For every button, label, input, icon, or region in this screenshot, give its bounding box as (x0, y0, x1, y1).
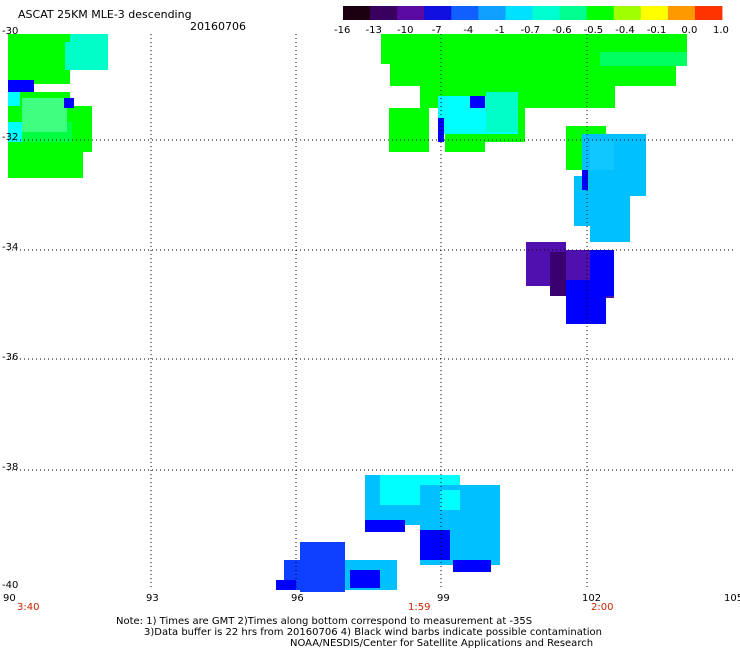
lat-label-32: -32 (2, 132, 19, 143)
wind-cell (445, 142, 485, 152)
colorbar-label: 1.0 (713, 25, 729, 36)
wind-cell (276, 580, 296, 590)
wind-cell (365, 520, 405, 532)
lat-label-34: -34 (2, 242, 19, 253)
wind-cell (486, 92, 518, 132)
lat-label-40: -40 (2, 580, 19, 591)
colorbar-label: 0.0 (681, 25, 698, 36)
colorbar-swatch (667, 6, 696, 20)
colorbar-label: -0.5 (583, 25, 604, 36)
wind-cell (566, 280, 606, 324)
colorbar-swatch (532, 6, 560, 20)
wind-cell (420, 530, 450, 560)
wind-cell (8, 122, 22, 142)
wind-cell (590, 220, 630, 242)
wind-cell (64, 98, 74, 108)
wind-cell (453, 560, 491, 572)
colorbar-label: -4 (463, 25, 474, 36)
colorbar-swatch (505, 6, 533, 20)
lon-label-105: 105 (724, 593, 740, 604)
colorbar-swatch (370, 6, 398, 20)
colorbar-swatch (613, 6, 642, 20)
colorbar-label: -0.6 (552, 25, 572, 36)
note-line-2: 3)Data buffer is 22 hrs from 20160706 4)… (144, 627, 602, 638)
colorbar-label: -0.1 (646, 25, 667, 36)
colorbar-label: -16 (334, 25, 351, 36)
wind-cell (560, 86, 615, 108)
wind-cell (470, 96, 485, 108)
colorbar-swatch (694, 6, 723, 20)
colorbar-swatch (451, 6, 479, 20)
note-line-1: Note: 1) Times are GMT 2)Times along bot… (116, 616, 533, 627)
lat-lon-grid (8, 34, 735, 590)
wind-cell (389, 108, 429, 152)
lon-label-102: 102 (582, 593, 602, 604)
wind-cell (390, 64, 676, 86)
wind-data-cells (8, 34, 687, 592)
colorbar-swatch (343, 6, 371, 20)
colorbar-label: -0.4 (615, 25, 635, 36)
wind-cell (582, 170, 588, 190)
colorbar-label: -10 (397, 25, 414, 36)
lat-label-38: -38 (2, 462, 19, 473)
colorbar-swatch (640, 6, 669, 20)
lon-label-96: 96 (291, 593, 304, 604)
wind-cell (65, 42, 108, 70)
wind-cell (590, 140, 614, 170)
colorbar-swatch (586, 6, 615, 20)
lat-label-36: -36 (2, 352, 19, 363)
colorbar-label: -7 (431, 25, 442, 36)
time-label-1: 1:59 (408, 602, 431, 613)
colorbar (343, 6, 723, 20)
wind-cell (8, 34, 70, 84)
time-label-2: 2:00 (591, 602, 614, 613)
wind-cell (440, 490, 460, 510)
map-title: ASCAT 25KM MLE-3 descending (18, 8, 192, 21)
colorbar-swatch (559, 6, 588, 20)
lon-label-99: 99 (437, 593, 450, 604)
colorbar-swatch (478, 6, 506, 20)
colorbar-swatch (424, 6, 452, 20)
colorbar-swatch (397, 6, 425, 20)
wind-cell (8, 80, 34, 92)
map-date: 20160706 (190, 20, 246, 33)
colorbar-label: -0.7 (520, 25, 541, 36)
wind-cell (8, 150, 83, 178)
colorbar-label: -13 (365, 25, 382, 36)
wind-cell (350, 570, 380, 588)
lon-label-90: 90 (3, 593, 16, 604)
wind-cell (22, 98, 67, 132)
note-line-3: NOAA/NESDIS/Center for Satellite Applica… (290, 638, 594, 649)
colorbar-label: -1 (494, 25, 505, 36)
lon-label-93: 93 (146, 593, 159, 604)
time-label-0: 3:40 (17, 602, 40, 613)
wind-cell (600, 52, 687, 66)
lat-label-30: -30 (2, 26, 19, 37)
